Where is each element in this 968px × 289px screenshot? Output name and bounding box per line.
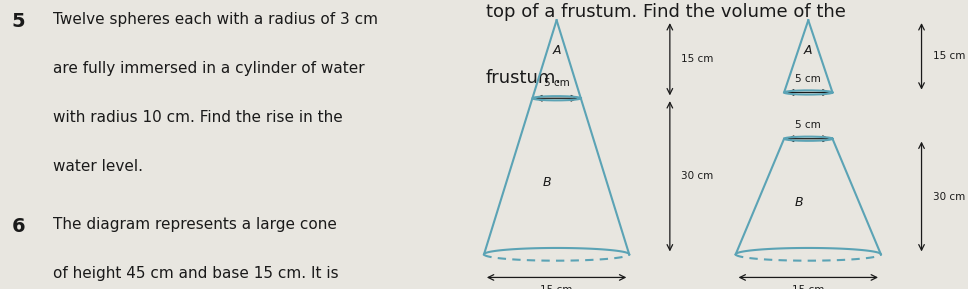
Text: 6: 6 — [12, 217, 25, 236]
Text: frustum.: frustum. — [486, 69, 562, 87]
Text: The diagram represents a large cone: The diagram represents a large cone — [53, 217, 337, 232]
Text: 15 cm: 15 cm — [540, 285, 573, 289]
Text: top of a frustum. Find the volume of the: top of a frustum. Find the volume of the — [486, 3, 846, 21]
Text: 5 cm: 5 cm — [544, 78, 569, 88]
Text: water level.: water level. — [53, 159, 143, 174]
Text: 5 cm: 5 cm — [796, 74, 821, 84]
Text: 15 cm: 15 cm — [933, 51, 965, 61]
Text: B: B — [795, 196, 802, 209]
Text: Twelve spheres each with a radius of 3 cm: Twelve spheres each with a radius of 3 c… — [53, 12, 378, 27]
Text: A: A — [553, 44, 560, 57]
Text: A: A — [804, 44, 812, 57]
Text: 30 cm: 30 cm — [933, 192, 965, 201]
Text: 5: 5 — [12, 12, 25, 31]
Text: of height 45 cm and base 15 cm. It is: of height 45 cm and base 15 cm. It is — [53, 266, 339, 281]
Text: 5 cm: 5 cm — [796, 120, 821, 130]
Text: 15 cm: 15 cm — [792, 285, 825, 289]
Text: B: B — [543, 176, 551, 188]
Text: 15 cm: 15 cm — [681, 54, 713, 64]
Text: are fully immersed in a cylinder of water: are fully immersed in a cylinder of wate… — [53, 61, 365, 76]
Text: with radius 10 cm. Find the rise in the: with radius 10 cm. Find the rise in the — [53, 110, 343, 125]
Text: 30 cm: 30 cm — [681, 171, 713, 181]
